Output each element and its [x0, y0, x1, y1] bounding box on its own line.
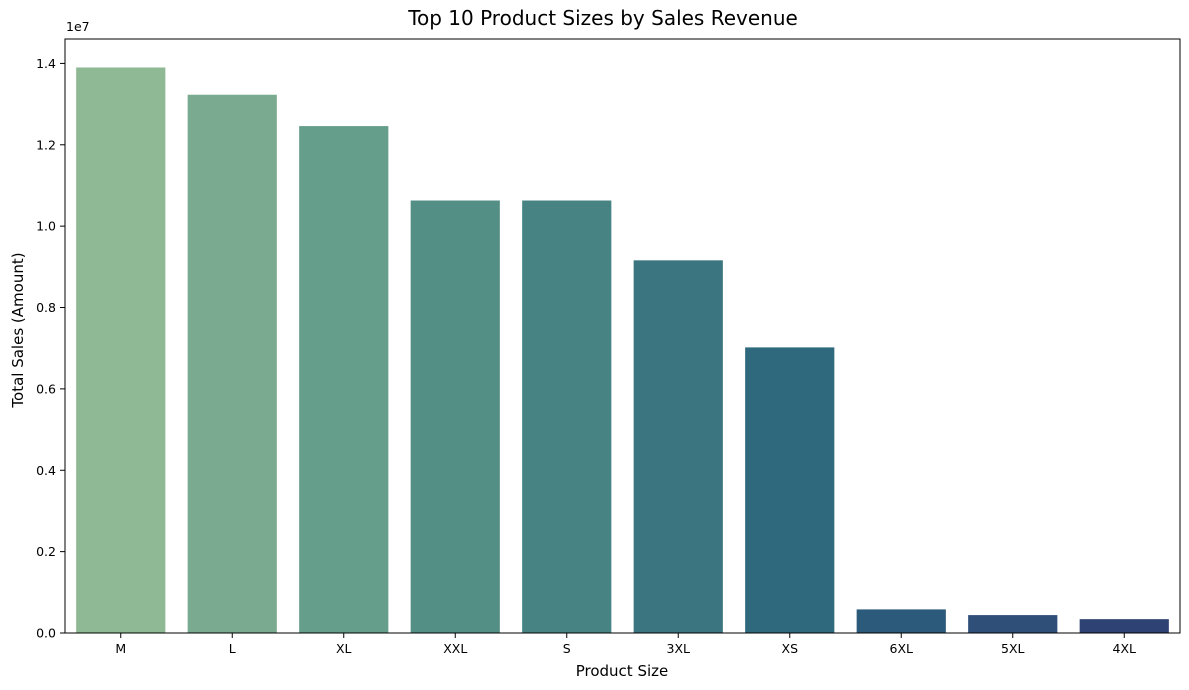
bar-3xl	[633, 260, 723, 633]
bar-xs	[745, 347, 835, 633]
x-tick-label: 3XL	[667, 641, 691, 656]
y-axis-label: Total Sales (Amount)	[9, 252, 27, 408]
bar-4xl	[1079, 619, 1169, 633]
y-tick-label: 0.4	[36, 463, 56, 478]
bar-xl	[299, 126, 389, 633]
y-tick-label: 0.0	[36, 626, 56, 641]
bar-6xl	[856, 609, 946, 633]
x-tick-label: 5XL	[1001, 641, 1025, 656]
x-tick-label: L	[229, 641, 236, 656]
bar-m	[76, 67, 166, 634]
y-tick-label: 1.2	[36, 137, 56, 152]
y-axis-ticks: 0.0 0.2 0.4 0.6 0.8 1.0 1.2 1.4	[36, 56, 65, 641]
y-tick-label: 0.6	[36, 381, 56, 396]
x-tick-label: S	[563, 641, 571, 656]
bar-l	[187, 94, 277, 634]
x-axis-label: Product Size	[576, 662, 669, 680]
y-tick-label: 0.8	[36, 300, 56, 315]
bar-xxl	[410, 200, 500, 633]
x-tick-label: 6XL	[890, 641, 914, 656]
y-axis-offset-label: 1e7	[66, 19, 90, 34]
y-tick-label: 1.0	[36, 219, 56, 234]
x-tick-label: XS	[782, 641, 799, 656]
bar-s	[522, 200, 612, 633]
bar-5xl	[968, 615, 1058, 633]
x-tick-label: 4XL	[1113, 641, 1137, 656]
x-tick-label: XXL	[443, 641, 467, 656]
x-tick-label: M	[115, 641, 126, 656]
bars-group	[76, 67, 1169, 634]
y-tick-label: 0.2	[36, 544, 56, 559]
x-axis-ticks: M L XL XXL S 3XL XS 6XL 5XL 4XL	[115, 633, 1136, 656]
plot-frame	[64, 38, 1181, 634]
chart-title: Top 10 Product Sizes by Sales Revenue	[407, 6, 798, 30]
x-tick-label: XL	[336, 641, 352, 656]
y-tick-label: 1.4	[36, 56, 56, 71]
